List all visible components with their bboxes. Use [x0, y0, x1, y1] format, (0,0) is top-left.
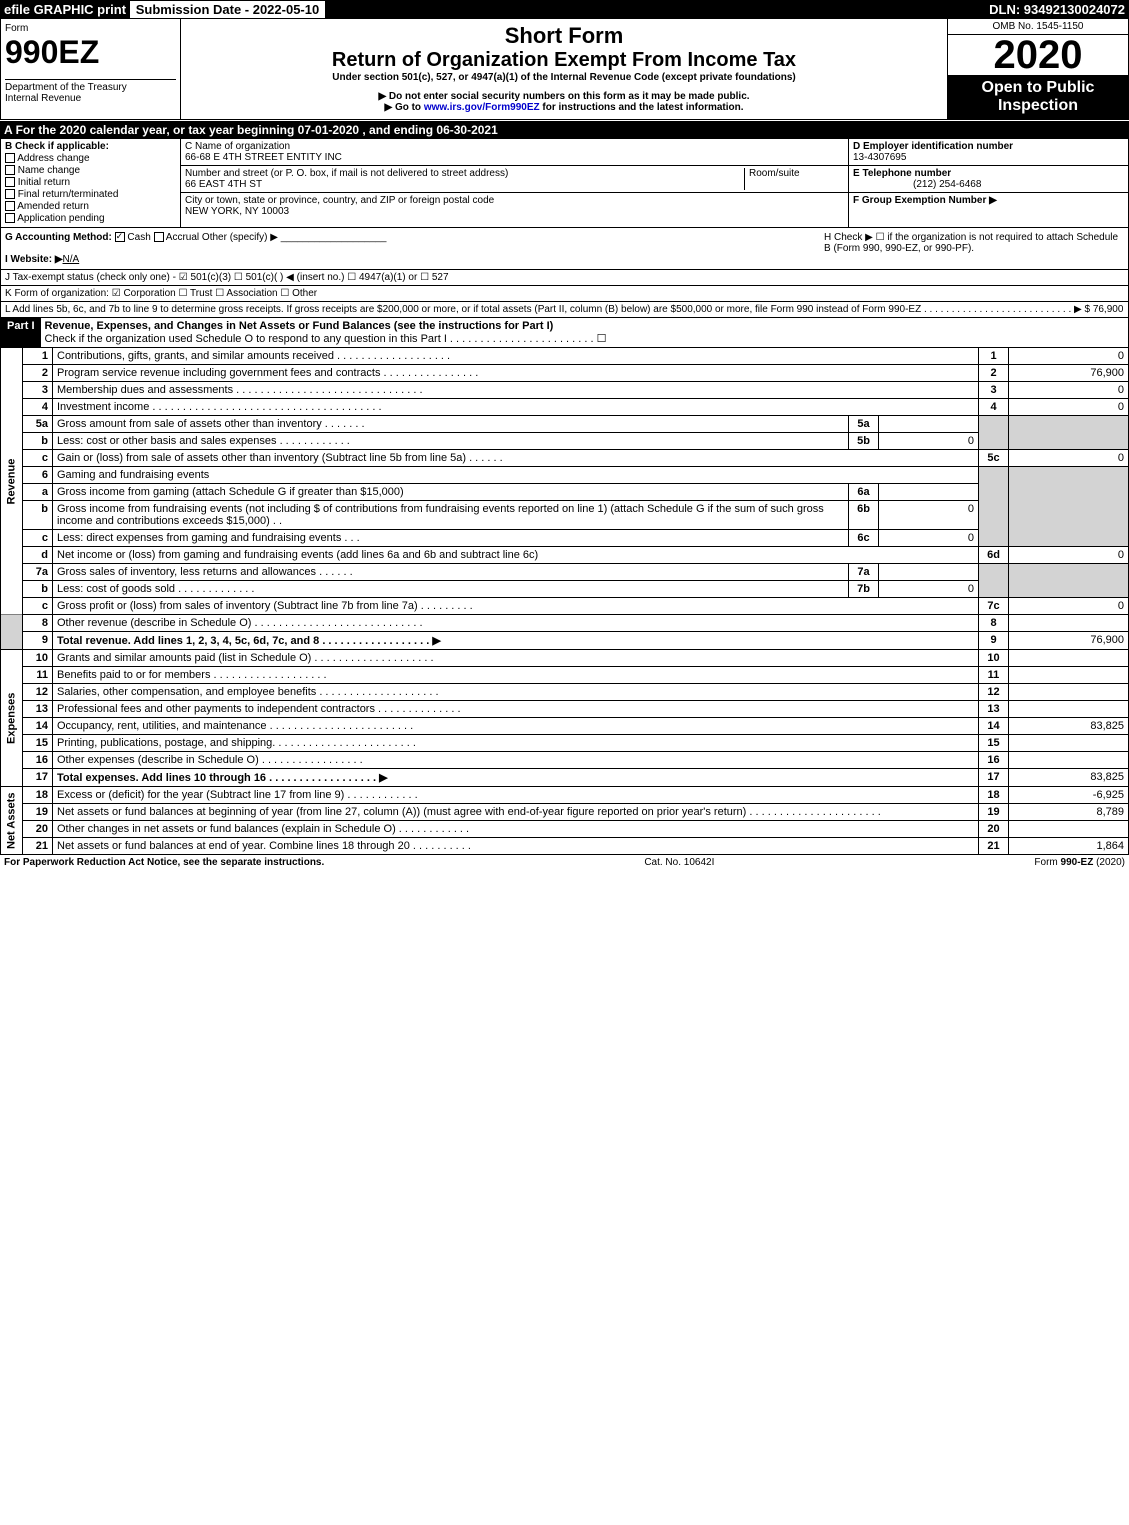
group-label: F Group Exemption Number ▶: [853, 195, 997, 206]
initial-return-checkbox[interactable]: [5, 177, 15, 187]
amended-return-checkbox[interactable]: [5, 201, 15, 211]
form-number: 990EZ: [5, 34, 176, 71]
title-block: Form 990EZ Department of the Treasury In…: [0, 19, 1129, 120]
room-label: Room/suite: [749, 168, 800, 179]
netassets-side-label: Net Assets: [1, 787, 23, 855]
final-return-checkbox[interactable]: [5, 189, 15, 199]
part-1-label: Part I: [1, 318, 41, 347]
ein-label: D Employer identification number: [853, 141, 1013, 152]
footer: For Paperwork Reduction Act Notice, see …: [0, 855, 1129, 870]
form-organization: K Form of organization: ☑ Corporation ☐ …: [0, 286, 1129, 302]
website-label: I Website: ▶: [5, 254, 63, 265]
street-label: Number and street (or P. O. box, if mail…: [185, 168, 508, 179]
org-name: 66-68 E 4TH STREET ENTITY INC: [185, 152, 342, 163]
inspection-label: Open to Public Inspection: [948, 75, 1128, 119]
accounting-method-label: G Accounting Method:: [5, 232, 112, 243]
city-label: City or town, state or province, country…: [185, 195, 494, 206]
tax-year: 2020: [948, 35, 1128, 75]
dept: Department of the Treasury: [5, 82, 127, 93]
revenue-side-label: Revenue: [1, 348, 23, 615]
part-1-title: Revenue, Expenses, and Changes in Net As…: [45, 320, 554, 332]
form-version: Form 990-EZ (2020): [1034, 857, 1125, 868]
identity-block: B Check if applicable: Address change Na…: [0, 139, 1129, 228]
tax-year-range: A For the 2020 calendar year, or tax yea…: [0, 120, 1129, 139]
revenue-table: Revenue 1Contributions, gifts, grants, a…: [0, 348, 1129, 855]
address-change-checkbox[interactable]: [5, 153, 15, 163]
submission-date: Submission Date - 2022-05-10: [130, 1, 326, 18]
ein: 13-4307695: [853, 152, 906, 163]
phone-label: E Telephone number: [853, 168, 951, 179]
header-bar: efile GRAPHIC print Submission Date - 20…: [0, 0, 1129, 19]
irs-link[interactable]: www.irs.gov/Form990EZ: [424, 102, 540, 113]
part-1-check: Check if the organization used Schedule …: [45, 333, 607, 345]
name-label: C Name of organization: [185, 141, 290, 152]
accrual-checkbox[interactable]: [154, 232, 164, 242]
form-label: Form: [5, 23, 176, 34]
city: NEW YORK, NY 10003: [185, 206, 289, 217]
application-pending-checkbox[interactable]: [5, 213, 15, 223]
irs: Internal Revenue: [5, 93, 81, 104]
section-b-header: B Check if applicable:: [5, 141, 109, 152]
note-link: ▶ Go to www.irs.gov/Form990EZ for instru…: [185, 102, 943, 113]
cash-checkbox[interactable]: [115, 232, 125, 242]
expenses-side-label: Expenses: [1, 650, 23, 787]
catalog-number: Cat. No. 10642I: [644, 857, 714, 868]
subtitle: Under section 501(c), 527, or 4947(a)(1)…: [185, 72, 943, 83]
schedule-b-check: H Check ▶ ☐ if the organization is not r…: [824, 232, 1124, 265]
website-value: N/A: [63, 254, 80, 265]
dln: DLN: 93492130024072: [989, 2, 1125, 17]
short-form-title: Short Form: [185, 23, 943, 49]
name-change-checkbox[interactable]: [5, 165, 15, 175]
gross-receipts: L Add lines 5b, 6c, and 7b to line 9 to …: [0, 302, 1129, 318]
phone: (212) 254-6468: [853, 179, 981, 190]
main-title: Return of Organization Exempt From Incom…: [185, 49, 943, 72]
street: 66 EAST 4TH ST: [185, 179, 262, 190]
efile-label[interactable]: efile GRAPHIC print: [4, 2, 126, 17]
paperwork-notice: For Paperwork Reduction Act Notice, see …: [4, 857, 324, 868]
tax-exempt-status: J Tax-exempt status (check only one) - ☑…: [0, 270, 1129, 286]
note-ssn: ▶ Do not enter social security numbers o…: [185, 91, 943, 102]
